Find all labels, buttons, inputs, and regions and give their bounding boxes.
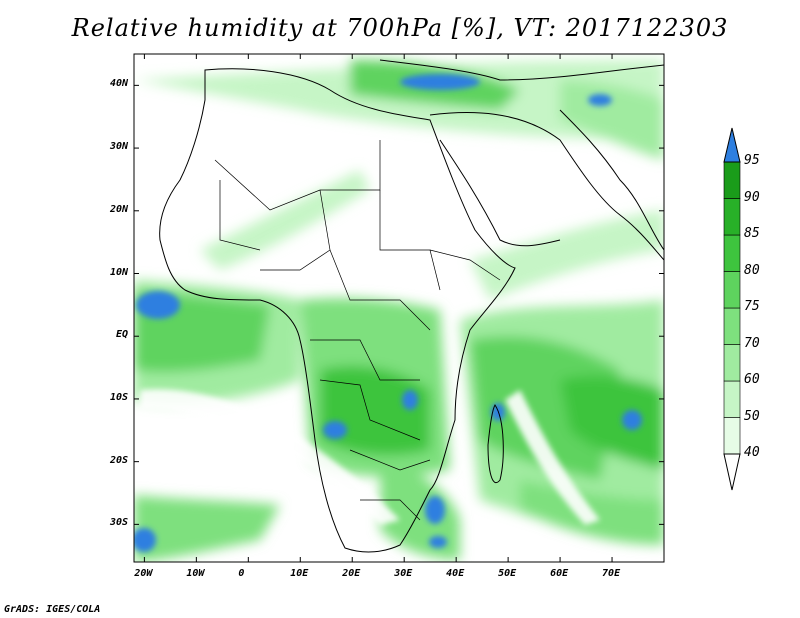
lat-label: 40N: [109, 78, 128, 90]
colorbar: [723, 127, 741, 491]
colorbar-box: [723, 344, 741, 382]
lat-label: 10N: [109, 266, 128, 278]
colorbar-bottom-arrow: [723, 453, 741, 491]
humidity-field: [134, 54, 664, 562]
lon-label: 40E: [446, 568, 465, 579]
colorbar-level-label: 95: [744, 153, 760, 168]
colorbar-box: [723, 198, 741, 236]
colorbar-level-label: 50: [744, 408, 760, 424]
colorbar-level-label: 85: [744, 226, 760, 241]
colorbar-box: [723, 417, 741, 455]
colorbar-level-label: 75: [744, 299, 760, 314]
lon-label: 70E: [602, 568, 621, 579]
grads-credit: GrADS: IGES/COLA: [4, 604, 101, 615]
lon-label: 0: [238, 568, 245, 579]
colorbar-top-arrow: [723, 127, 741, 163]
lat-label: 20N: [109, 203, 128, 215]
colorbar-box: [723, 234, 741, 272]
lon-label: 10E: [290, 568, 309, 579]
map-frame: [133, 53, 665, 563]
colorbar-box: [723, 161, 741, 199]
lat-label: 20S: [109, 454, 128, 466]
colorbar-box: [723, 271, 741, 309]
country-borders: [214, 140, 501, 521]
coastlines: [159, 59, 664, 553]
lat-label: 30N: [109, 141, 128, 153]
lon-label: 30E: [394, 568, 413, 579]
colorbar-level-label: 60: [744, 372, 760, 387]
colorbar-level-label: 80: [744, 262, 760, 278]
colorbar-box: [723, 380, 741, 418]
map-title: Relative humidity at 700hPa [%], VT: 201…: [71, 14, 729, 42]
lon-label: 20E: [342, 568, 361, 579]
colorbar-level-label: 70: [744, 335, 760, 351]
lat-label: 10S: [109, 391, 128, 403]
axis-ticks: [134, 54, 664, 562]
colorbar-level-label: 90: [744, 189, 760, 205]
colorbar-level-label: 40: [744, 445, 760, 460]
lat-label: 30S: [109, 517, 128, 529]
lon-label: 60E: [550, 568, 569, 579]
lon-label: 50E: [498, 568, 517, 579]
lon-label: 10W: [186, 568, 205, 579]
lat-label: EQ: [115, 329, 128, 341]
colorbar-box: [723, 307, 741, 345]
lon-label: 20W: [134, 568, 153, 579]
